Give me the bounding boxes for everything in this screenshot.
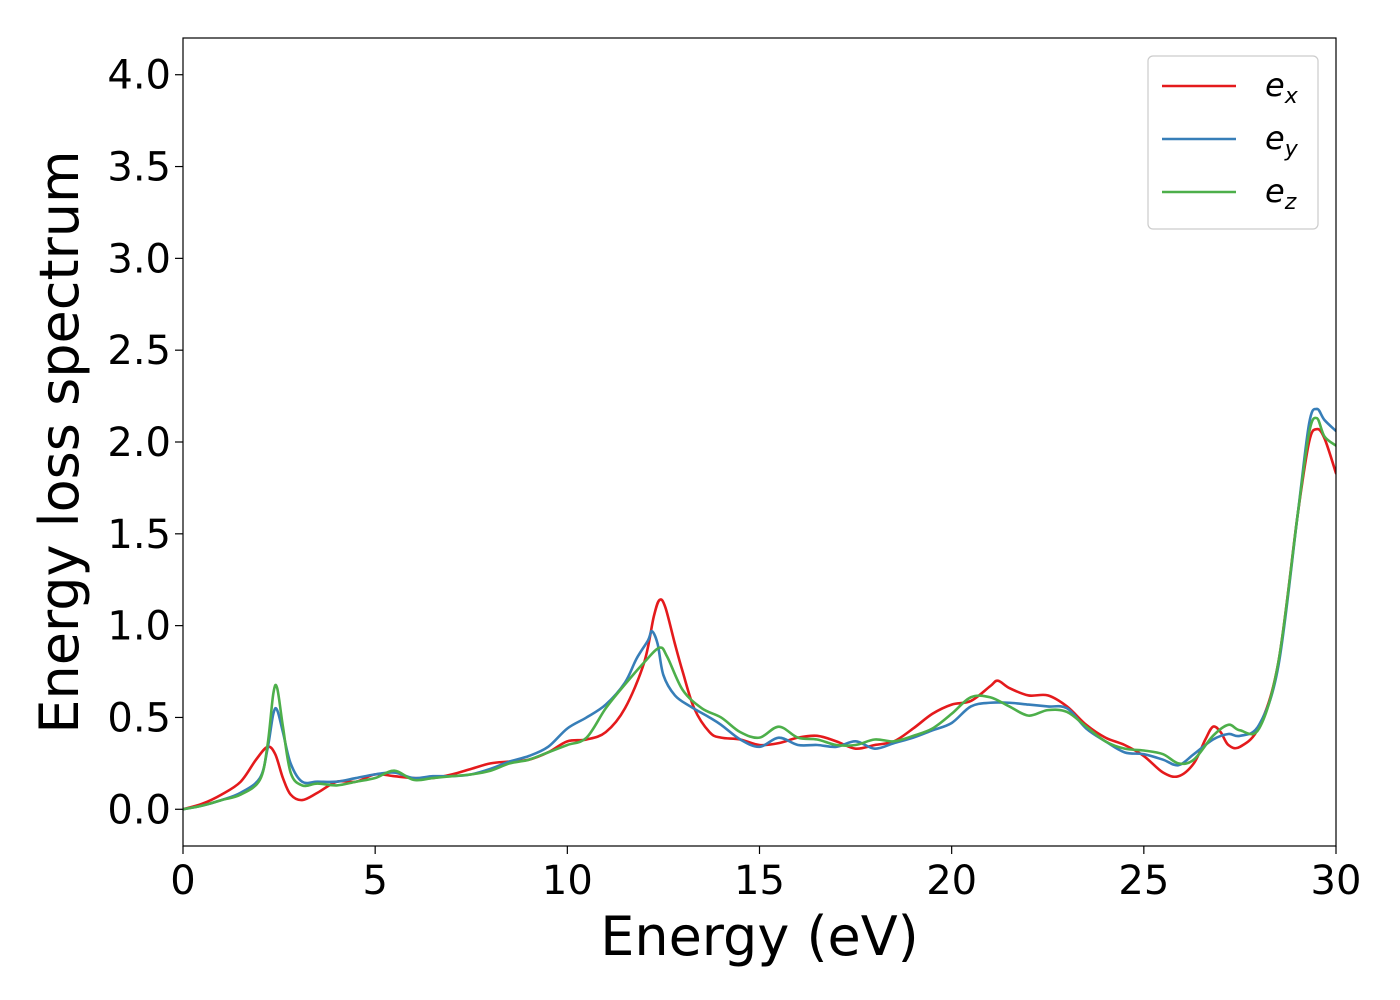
y-tick-label: 3.0 xyxy=(107,236,171,282)
y-tick-label: 0.0 xyxy=(107,787,171,833)
y-axis-label: Energy loss spectrum xyxy=(28,150,91,733)
y-tick-label: 1.5 xyxy=(107,512,171,558)
x-axis-label: Energy (eV) xyxy=(600,905,919,968)
x-tick-label: 15 xyxy=(734,858,785,904)
x-tick-label: 30 xyxy=(1311,858,1362,904)
x-tick-label: 10 xyxy=(542,858,593,904)
legend-box xyxy=(1147,55,1319,230)
y-tick-label: 0.5 xyxy=(107,695,171,741)
y-tick-label: 1.0 xyxy=(107,604,171,650)
x-tick-label: 25 xyxy=(1118,858,1169,904)
y-axis-ticks: 0.0 0.5 1.0 1.5 2.0 2.5 3.0 3.5 4.0 xyxy=(107,53,183,833)
x-tick-label: 20 xyxy=(926,858,977,904)
series-lines xyxy=(183,407,1336,811)
series-line-e-z xyxy=(183,416,1336,811)
series-line-e-y xyxy=(183,407,1336,811)
legend-label: ex xyxy=(1265,66,1299,109)
legend: ex ey ez xyxy=(1147,55,1319,230)
x-tick-label: 0 xyxy=(170,858,195,904)
x-axis-ticks: 0 5 10 15 20 25 30 xyxy=(170,846,1361,904)
x-tick-label: 5 xyxy=(362,858,387,904)
legend-label: ez xyxy=(1265,172,1297,215)
y-tick-label: 2.5 xyxy=(107,328,171,374)
legend-label: ey xyxy=(1265,119,1299,162)
y-tick-label: 3.5 xyxy=(107,145,171,191)
y-tick-label: 4.0 xyxy=(107,53,171,99)
y-tick-label: 2.0 xyxy=(107,420,171,466)
